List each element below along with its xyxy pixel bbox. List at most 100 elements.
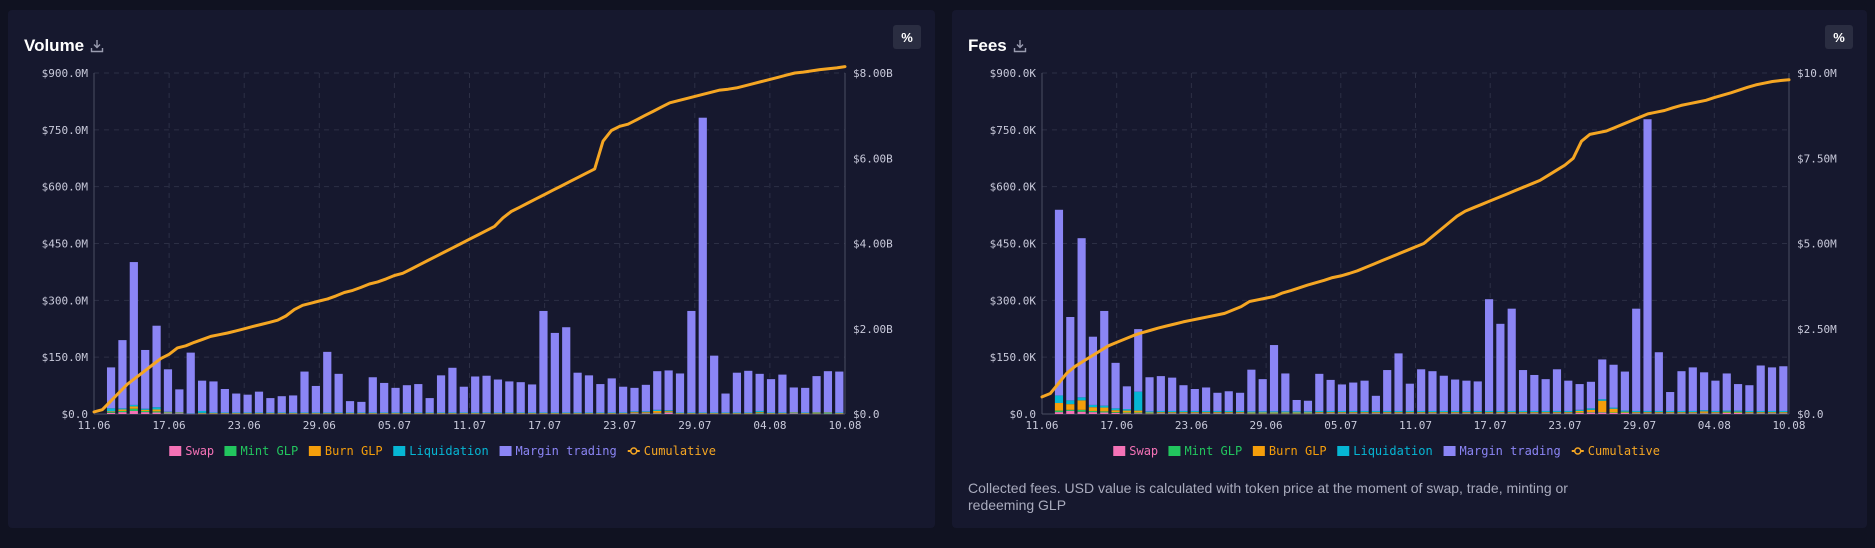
- fees-bar-burn-glp: [1213, 412, 1222, 413]
- volume-bar-margin-trading: [755, 373, 764, 411]
- fees-bar-burn-glp: [1394, 412, 1403, 413]
- fees-bar-burn-glp: [1462, 412, 1471, 413]
- fees-y2-tick-label: $7.50M: [1797, 152, 1837, 165]
- volume-x-tick-label: 17.06: [153, 419, 186, 432]
- fees-bar-mint-glp: [1484, 412, 1494, 414]
- fees-bar-liquidation: [1269, 411, 1279, 413]
- fees-bar-liquidation: [1598, 399, 1607, 401]
- volume-bar-liquidation: [402, 412, 412, 413]
- fees-grid: [1041, 72, 1790, 415]
- fees-bar-liquidation: [1383, 410, 1392, 413]
- volume-bar-liquidation: [516, 412, 525, 413]
- volume-bar-margin-trading: [698, 117, 707, 413]
- fees-bar-liquidation: [1564, 410, 1573, 413]
- fees-y-tick-label: $150.0K: [990, 351, 1037, 364]
- volume-bar-liquidation: [755, 410, 764, 413]
- fees-bar-burn-glp: [1586, 409, 1596, 413]
- volume-bar-liquidation: [687, 412, 696, 413]
- volume-bar-margin-trading: [129, 262, 138, 405]
- fees-x-tick-label: 29.06: [1250, 419, 1283, 432]
- volume-bar-liquidation: [641, 411, 650, 413]
- volume-percent-toggle-button[interactable]: %: [893, 25, 921, 49]
- fees-bar-margin-trading: [1428, 371, 1437, 411]
- fees-bar-liquidation: [1224, 410, 1233, 413]
- fees-percent-toggle-button[interactable]: %: [1825, 25, 1853, 49]
- volume-bar-swap: [323, 413, 332, 415]
- volume-bar-burn-glp: [641, 412, 650, 413]
- fees-bar-swap: [1337, 413, 1347, 414]
- volume-bar-margin-trading: [607, 378, 616, 413]
- volume-bar-burn-glp: [459, 412, 468, 414]
- fees-legend-label: Cumulative: [1588, 444, 1660, 458]
- volume-bar-mint-glp: [402, 413, 412, 414]
- fees-bar-swap: [1122, 413, 1131, 414]
- fees-legend-swatch: [1443, 446, 1456, 456]
- volume-bar-margin-trading: [630, 387, 639, 412]
- fees-bar-margin-trading: [1247, 369, 1256, 412]
- download-icon[interactable]: [90, 39, 104, 53]
- fees-bar-swap: [1451, 413, 1460, 414]
- volume-bar-swap: [732, 413, 741, 415]
- fees-bar-mint-glp: [1598, 412, 1607, 413]
- fees-bar-liquidation: [1552, 410, 1562, 413]
- volume-bar-margin-trading: [323, 351, 332, 413]
- fees-bar-liquidation: [1462, 410, 1471, 413]
- volume-bar-margin-trading: [619, 386, 628, 413]
- fees-bar-burn-glp: [1371, 412, 1380, 413]
- volume-bar-burn-glp: [755, 412, 764, 413]
- volume-bar-swap: [198, 413, 207, 415]
- volume-bar-swap: [459, 413, 468, 415]
- fees-x-tick-label: 11.06: [1025, 419, 1058, 432]
- volume-bar-margin-trading: [311, 385, 320, 413]
- volume-bar-liquidation: [459, 412, 468, 413]
- fees-bar-mint-glp: [1417, 412, 1426, 414]
- fees-bar-margin-trading: [1122, 386, 1131, 410]
- fees-bar-burn-glp: [1156, 412, 1165, 413]
- fees-bar-liquidation: [1722, 410, 1731, 412]
- fees-bar-margin-trading: [1077, 238, 1086, 398]
- fees-bar-burn-glp: [1530, 412, 1539, 413]
- fees-legend-label: Burn GLP: [1269, 444, 1327, 458]
- volume-bar-liquidation: [653, 409, 662, 411]
- fees-bar-margin-trading: [1586, 381, 1596, 409]
- volume-bar-swap: [391, 413, 400, 415]
- volume-bar-liquidation: [584, 412, 594, 413]
- volume-bar-swap: [539, 413, 548, 415]
- download-icon[interactable]: [1013, 39, 1027, 53]
- fees-bar-liquidation: [1632, 410, 1641, 413]
- volume-bar-mint-glp: [789, 412, 798, 414]
- volume-chart: $0.0 $150.0M $300.0M $450.0M $600.0M $750.0M $…: [42, 65, 893, 458]
- volume-bar-liquidation: [186, 413, 195, 414]
- fees-bar-burn-glp: [1292, 412, 1301, 414]
- fees-bar-mint-glp: [1462, 412, 1471, 414]
- volume-bar-mint-glp: [243, 413, 252, 414]
- fees-bar-burn-glp: [1700, 411, 1709, 413]
- fees-bar-swap: [1654, 413, 1663, 414]
- volume-bar-mint-glp: [550, 413, 559, 414]
- volume-bar-margin-trading: [550, 332, 559, 413]
- volume-bar-liquidation: [630, 411, 639, 413]
- volume-bar-swap: [607, 413, 616, 415]
- volume-y-tick-label: $450.0M: [42, 238, 89, 251]
- volume-bar-margin-trading: [596, 384, 605, 413]
- fees-bar-liquidation: [1315, 410, 1324, 413]
- fees-legend-item: Swap: [1113, 444, 1158, 458]
- fees-cumulative-line: [1040, 78, 1791, 399]
- volume-legend-swatch: [169, 446, 182, 456]
- volume-bar-burn-glp: [380, 412, 389, 414]
- fees-bar-margin-trading: [1552, 369, 1562, 411]
- volume-y-tick-label: $300.0M: [42, 294, 89, 307]
- fees-bar-mint-glp: [1134, 412, 1143, 414]
- fees-bar-swap: [1258, 413, 1267, 415]
- fees-bar-margin-trading: [1394, 353, 1403, 411]
- volume-bar-liquidation: [357, 412, 366, 413]
- fees-bar-mint-glp: [1666, 412, 1675, 414]
- volume-bar-margin-trading: [334, 373, 343, 413]
- fees-bar-burn-glp: [1190, 412, 1199, 413]
- fees-x-tick-label: 10.08: [1772, 419, 1805, 432]
- volume-bar-swap: [482, 413, 491, 415]
- fees-bar-burn-glp: [1632, 412, 1641, 413]
- volume-bar-margin-trading: [675, 373, 685, 413]
- fees-bar-mint-glp: [1507, 412, 1516, 414]
- fees-bar-margin-trading: [1156, 376, 1165, 411]
